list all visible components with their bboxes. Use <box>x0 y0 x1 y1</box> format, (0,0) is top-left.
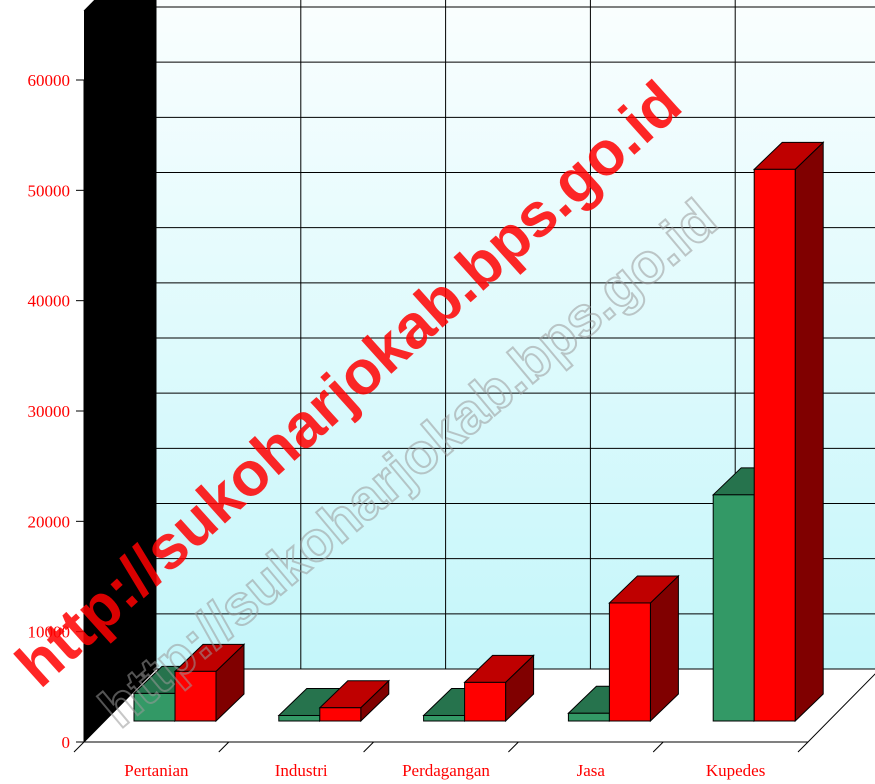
y-tick-label: 30000 <box>28 402 71 421</box>
y-tick-label: 50000 <box>28 181 71 200</box>
bar-4-1 <box>752 141 825 723</box>
bar-side <box>794 141 824 723</box>
bar-front <box>278 714 321 722</box>
x-tick-label: Kupedes <box>706 761 765 780</box>
bar-front <box>608 602 651 722</box>
y-axis: 0 10000 20000 30000 40000 50000 60000 <box>28 71 85 752</box>
bar-front <box>174 670 217 722</box>
bar-2-1 <box>463 654 535 723</box>
y-tick-label: 40000 <box>28 292 71 311</box>
bar-front <box>464 681 507 722</box>
x-tick-label: Industri <box>275 761 328 780</box>
bar-front <box>319 707 362 722</box>
y-tick-label: 20000 <box>28 512 71 531</box>
x-tick <box>363 741 374 753</box>
x-tick-label: Perdagangan <box>402 761 490 780</box>
x-tick <box>652 741 664 753</box>
x-tick <box>218 741 230 753</box>
bar-front <box>133 692 176 722</box>
x-tick-label: Jasa <box>577 761 606 780</box>
x-axis: Pertanian Industri Perdagangan Jasa Kupedes <box>73 741 809 780</box>
bar-front <box>423 714 466 722</box>
y-tick-label: 0 <box>62 733 71 752</box>
x-tick-label: Pertanian <box>124 761 189 780</box>
bars <box>132 141 825 723</box>
bar-front <box>567 712 610 722</box>
x-tick <box>797 741 809 753</box>
x-tick <box>73 741 85 753</box>
bar-front <box>712 494 755 722</box>
y-tick-label: 60000 <box>28 71 71 90</box>
x-tick <box>508 741 519 753</box>
bar-0-1 <box>173 643 246 723</box>
y-tick-label: 10000 <box>28 623 71 642</box>
bar-front <box>753 168 796 722</box>
bar-3-1 <box>608 574 680 723</box>
bar-1-1 <box>318 679 391 723</box>
side-wall <box>84 0 156 742</box>
